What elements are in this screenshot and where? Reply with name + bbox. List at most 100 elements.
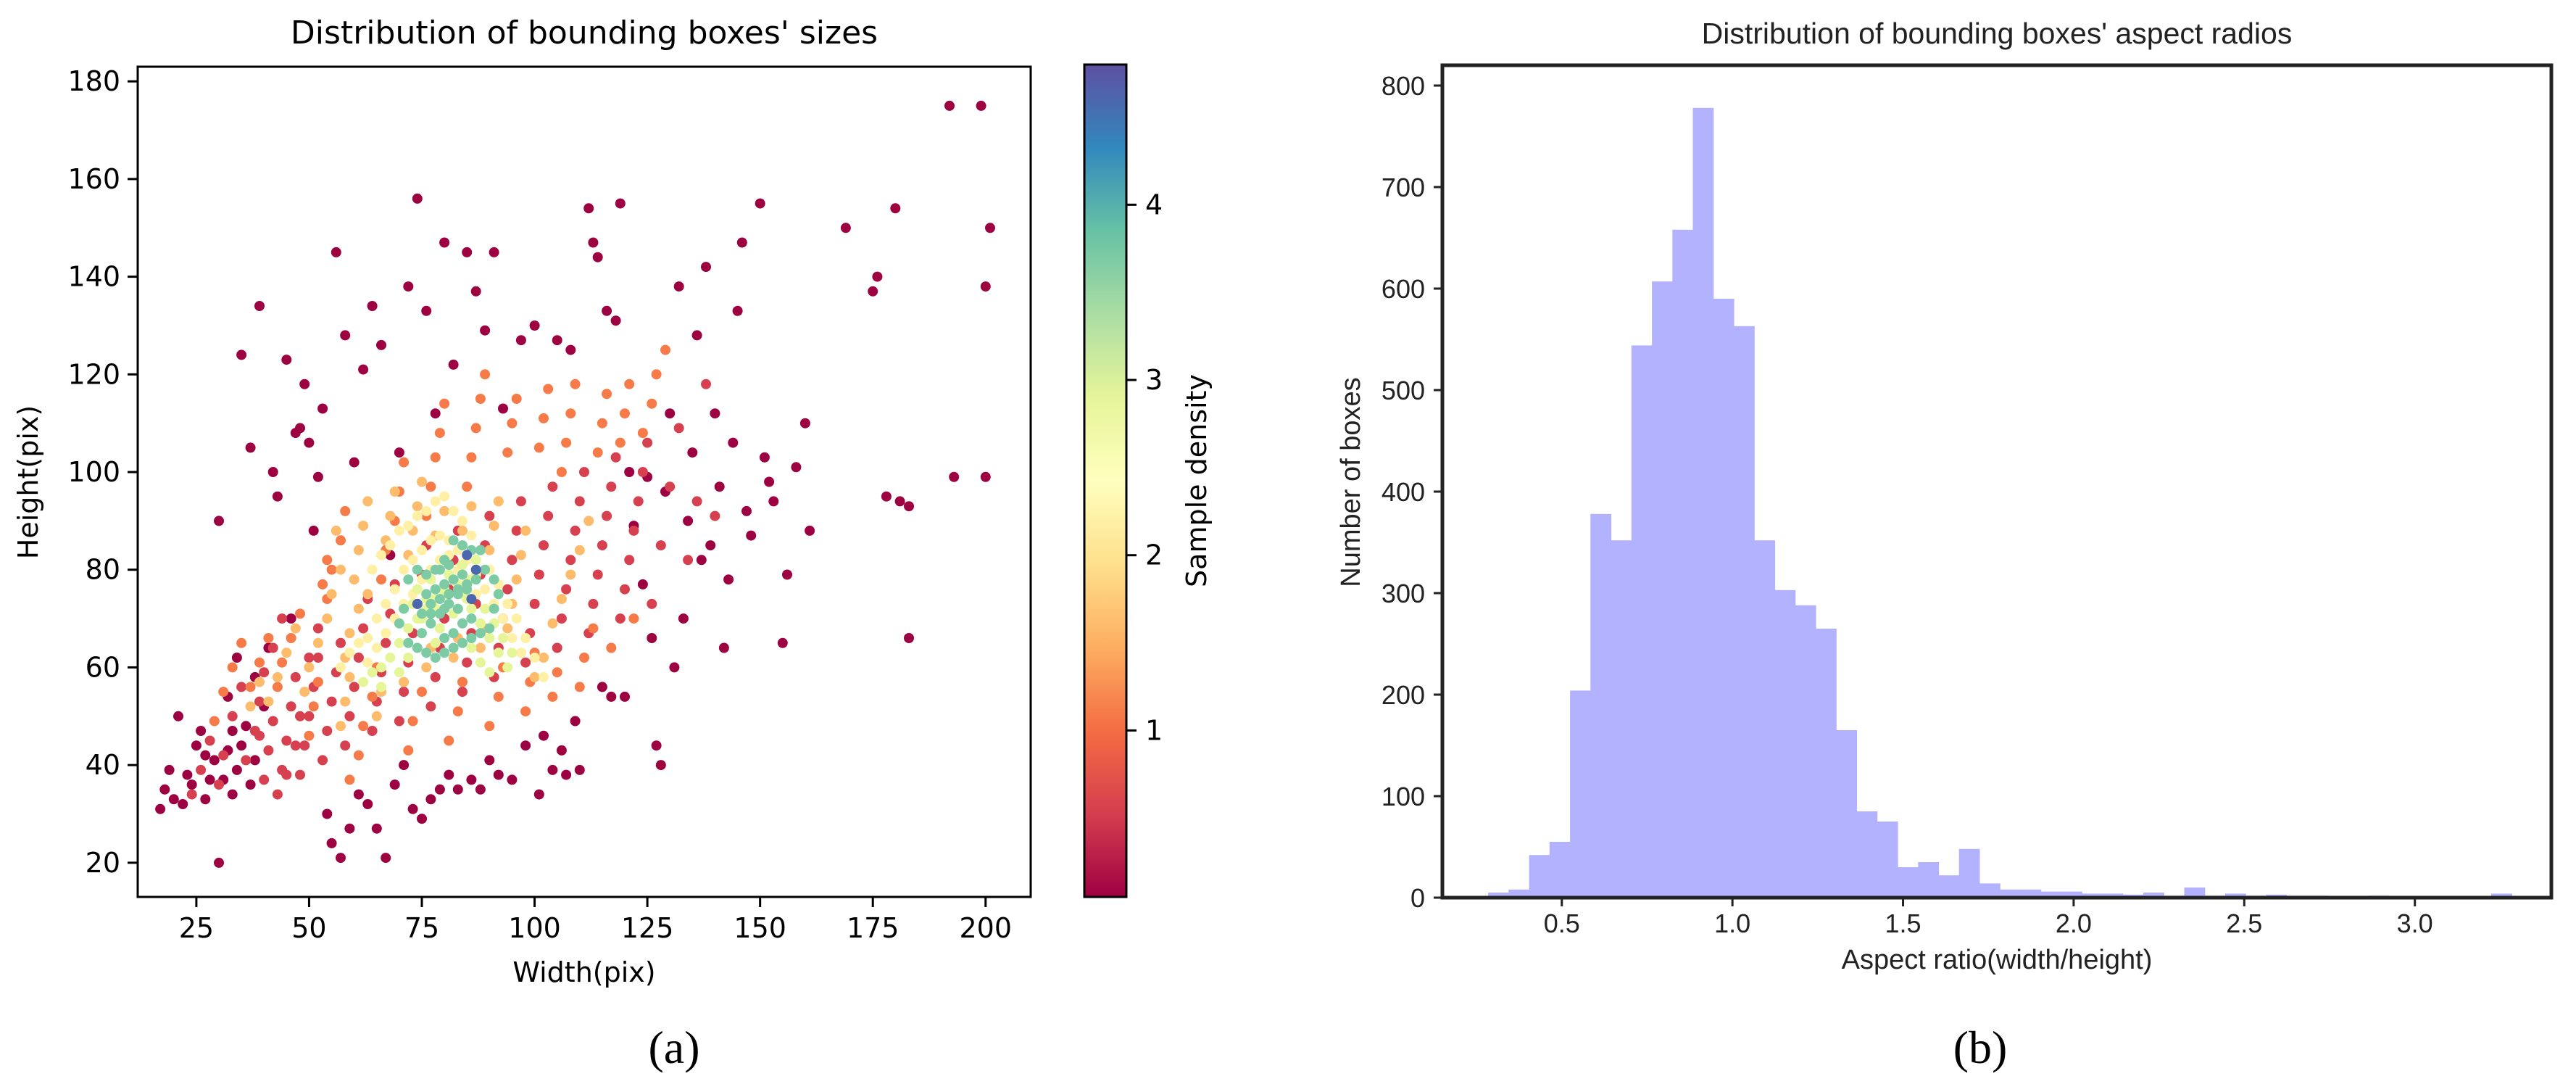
- scatter-point: [529, 671, 540, 682]
- scatter-point: [574, 496, 585, 507]
- scatter-point: [394, 637, 404, 648]
- histogram-bar: [1631, 345, 1653, 898]
- scatter-point: [434, 623, 445, 634]
- scatter-point: [322, 726, 333, 736]
- scatter-point: [286, 613, 296, 624]
- scatter-point: [741, 505, 752, 516]
- scatter-point: [980, 281, 991, 292]
- x-tick-label: 75: [404, 912, 439, 944]
- scatter-point: [245, 682, 256, 692]
- scatter-point: [434, 428, 445, 439]
- scatter-axes-frame: [136, 65, 1032, 898]
- scatter-point: [944, 100, 955, 111]
- scatter-point: [475, 394, 486, 404]
- scatter-point: [399, 564, 410, 575]
- scatter-point: [647, 598, 657, 609]
- scatter-point: [267, 642, 278, 653]
- scatter-point: [620, 691, 630, 702]
- scatter-point: [507, 647, 518, 658]
- x-tick-label: 2.5: [2226, 909, 2262, 938]
- scatter-point: [362, 657, 373, 668]
- scatter-point: [533, 569, 544, 580]
- scatter-point: [515, 550, 526, 560]
- scatter-point: [241, 755, 252, 766]
- scatter-point: [732, 305, 743, 316]
- histogram-bar: [2000, 889, 2021, 898]
- scatter-point: [628, 525, 639, 536]
- colorbar-label: Sample density: [1181, 374, 1213, 587]
- histogram-bar: [1529, 855, 1550, 898]
- scatter-point: [421, 662, 432, 673]
- y-tick-label: 500: [1382, 376, 1425, 405]
- y-tick-label: 80: [86, 554, 120, 586]
- scatter-point: [470, 286, 481, 297]
- scatter-point: [475, 657, 486, 668]
- scatter-point: [254, 301, 265, 311]
- histogram-bar: [1549, 842, 1571, 898]
- scatter-point: [290, 671, 301, 682]
- scatter-point: [502, 662, 513, 673]
- scatter-point: [295, 769, 305, 780]
- scatter-point: [434, 530, 445, 541]
- scatter-point: [263, 633, 274, 643]
- scatter-point: [322, 613, 333, 624]
- scatter-point: [326, 564, 337, 575]
- histogram-bar: [1979, 883, 2000, 898]
- histogram-bar: [1611, 540, 1632, 898]
- scatter-point: [976, 100, 986, 111]
- histogram-bar: [1508, 889, 1530, 898]
- scatter-point: [245, 701, 256, 712]
- scatter-point: [484, 721, 495, 732]
- scatter-point: [466, 642, 477, 653]
- scatter-point: [412, 642, 423, 653]
- scatter-point: [304, 730, 315, 741]
- scatter-point: [312, 637, 323, 648]
- scatter-point: [196, 726, 207, 736]
- scatter-point: [385, 653, 396, 663]
- scatter-point: [299, 378, 310, 389]
- scatter-point: [539, 413, 549, 423]
- scatter-point: [394, 667, 404, 678]
- scatter-point: [624, 555, 635, 566]
- scatter-point: [502, 584, 513, 595]
- scatter-point: [362, 799, 373, 809]
- scatter-point: [507, 774, 518, 785]
- scatter-point: [417, 608, 427, 619]
- scatter-point: [272, 789, 283, 800]
- scatter-point: [344, 628, 355, 639]
- scatter-point: [890, 203, 901, 214]
- scatter-point: [344, 774, 355, 785]
- x-tick-label: 3.0: [2397, 909, 2433, 938]
- scatter-point: [267, 467, 278, 477]
- scatter-point: [340, 505, 351, 516]
- scatter-point: [462, 579, 473, 589]
- scatter-point: [489, 574, 499, 585]
- scatter-point: [425, 794, 436, 805]
- scatter-point: [701, 378, 711, 389]
- scatter-point: [290, 740, 301, 751]
- scatter-point: [254, 657, 265, 668]
- scatter-point: [457, 540, 468, 551]
- scatter-point: [399, 603, 410, 614]
- scatter-point: [552, 667, 562, 678]
- scatter-point: [434, 594, 445, 605]
- scatter-point: [308, 525, 319, 536]
- scatter-point: [592, 569, 603, 580]
- histogram-bar: [1877, 822, 1898, 898]
- scatter-point: [489, 521, 499, 531]
- scatter-point: [362, 633, 373, 643]
- scatter-point: [904, 501, 914, 512]
- scatter-point: [371, 823, 382, 834]
- histogram-axes-frame: [1440, 63, 2554, 900]
- scatter-point: [200, 794, 211, 805]
- scatter-point: [394, 716, 404, 727]
- scatter-point: [267, 716, 278, 727]
- scatter-points: [155, 100, 995, 868]
- scatter-point: [304, 437, 315, 448]
- scatter-point: [412, 584, 423, 595]
- scatter-point: [480, 603, 491, 614]
- scatter-point: [457, 516, 468, 526]
- histogram-bar: [2061, 891, 2082, 898]
- scatter-point: [371, 613, 382, 624]
- scatter-point: [425, 598, 436, 609]
